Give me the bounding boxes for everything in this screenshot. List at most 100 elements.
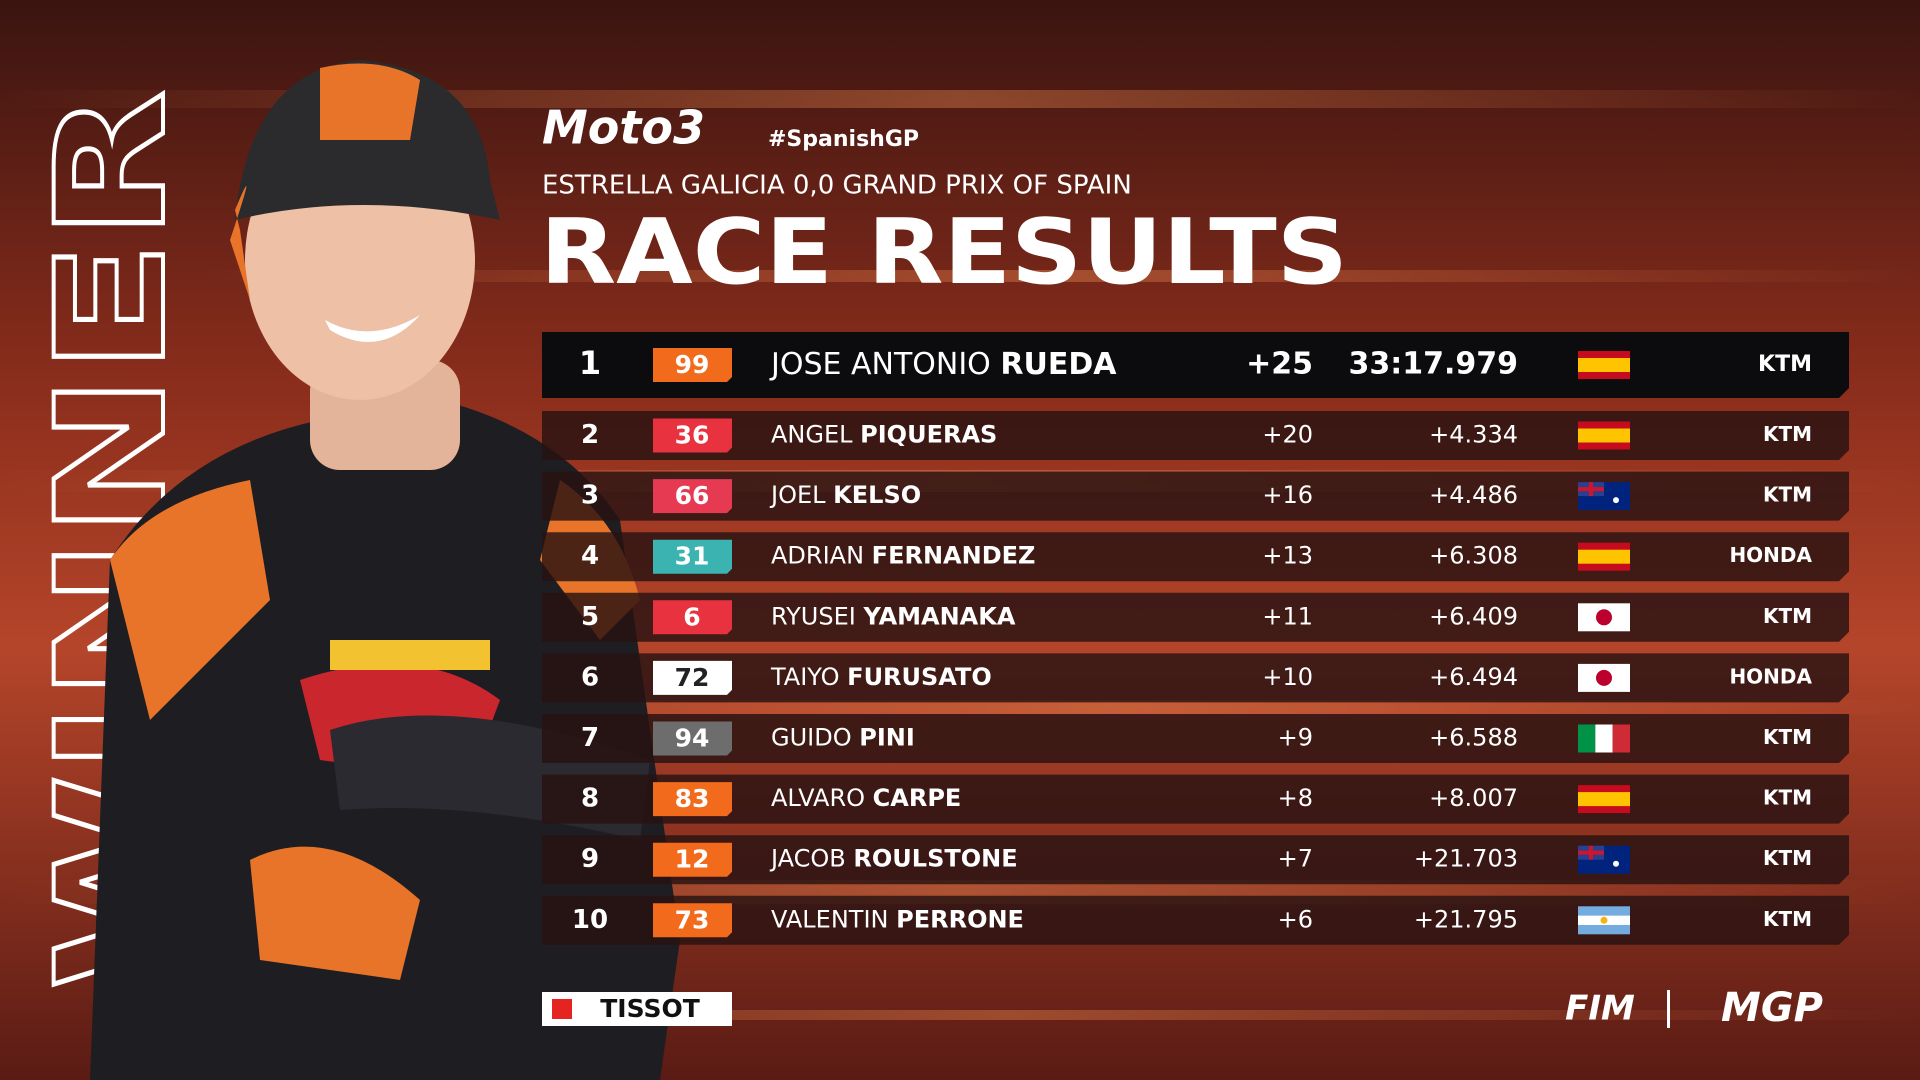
- result-row: 6 72 TAIYO FURUSATO +10 +6.494 HONDA: [542, 653, 1849, 703]
- row-background: [542, 835, 1849, 885]
- points: +11: [1262, 602, 1313, 630]
- race-time: +6.588: [1429, 724, 1518, 752]
- last-name: ROULSTONE: [853, 845, 1017, 873]
- first-name: TAIYO: [770, 663, 840, 691]
- country-flag: [1578, 845, 1630, 874]
- country-flag: [1578, 785, 1630, 814]
- event-name: ESTRELLA GALICIA 0,0 GRAND PRIX OF SPAIN: [542, 171, 1132, 201]
- country-flag: [1578, 663, 1630, 692]
- points: +9: [1278, 724, 1313, 752]
- rider-name: JACOB ROULSTONE: [769, 845, 1018, 873]
- last-name: YAMANAKA: [862, 602, 1015, 630]
- team: KTM: [1763, 422, 1812, 446]
- country-flag: [1578, 603, 1630, 632]
- rider-name: ANGEL PIQUERAS: [771, 421, 997, 449]
- series-logo: Moto3: [542, 101, 705, 155]
- rider-number: 66: [675, 481, 710, 510]
- country-flag: [1578, 906, 1630, 935]
- last-name: FURUSATO: [847, 663, 992, 691]
- number-badge: [653, 348, 732, 382]
- first-name: RYUSEI: [771, 602, 856, 630]
- position: 2: [581, 420, 599, 450]
- points: +6: [1278, 905, 1313, 933]
- race-time: +21.703: [1414, 845, 1518, 873]
- flag-part: [1578, 358, 1630, 372]
- result-row: 9 12 JACOB ROULSTONE +7 +21.703 KTM: [542, 835, 1849, 885]
- flag-part: [1578, 428, 1630, 443]
- first-name: ADRIAN: [771, 542, 864, 570]
- row-background: [542, 471, 1849, 521]
- race-time: 33:17.979: [1348, 347, 1518, 382]
- rider-name: GUIDO PINI: [771, 724, 915, 752]
- last-name: KELSO: [833, 481, 921, 509]
- race-time: +6.494: [1429, 663, 1518, 691]
- team: KTM: [1763, 907, 1812, 931]
- points: +25: [1246, 347, 1313, 382]
- team: KTM: [1763, 846, 1812, 870]
- points: +7: [1278, 845, 1313, 873]
- team: KTM: [1758, 352, 1812, 377]
- rider-number: 99: [675, 350, 710, 379]
- team: KTM: [1763, 725, 1812, 749]
- points: +16: [1262, 481, 1313, 509]
- country-flag: [1578, 351, 1630, 379]
- rider-name: TAIYO FURUSATO: [770, 663, 992, 691]
- last-name: CARPE: [873, 784, 962, 812]
- row-background: [542, 411, 1849, 460]
- race-time: +8.007: [1429, 784, 1518, 812]
- result-row: 3 66 JOEL KELSO +16 +4.486 KTM: [542, 471, 1849, 521]
- rider-number: 94: [675, 724, 710, 753]
- result-row: 5 6 RYUSEI YAMANAKA +11 +6.409 KTM: [542, 592, 1849, 642]
- result-row: 2 36 ANGEL PIQUERAS +20 +4.334 KTM: [542, 411, 1849, 460]
- result-row: 4 31 ADRIAN FERNANDEZ +13 +6.308 HONDA: [542, 532, 1849, 582]
- position: 7: [581, 723, 599, 753]
- rider-number: 83: [675, 784, 710, 813]
- rider-photo: [90, 60, 680, 1080]
- race-time: +21.795: [1414, 905, 1518, 933]
- last-name: RUEDA: [1000, 347, 1117, 382]
- country-flag: [1578, 482, 1630, 511]
- row-background: [542, 332, 1849, 398]
- result-row: 7 94 GUIDO PINI +9 +6.588 KTM: [542, 714, 1849, 763]
- flag-part: [1589, 482, 1593, 497]
- logo-divider: [1667, 990, 1670, 1028]
- last-name: PIQUERAS: [860, 421, 997, 449]
- flag-part: [1578, 724, 1596, 753]
- first-name: ALVARO: [771, 784, 865, 812]
- rider-number: 6: [683, 602, 700, 631]
- race-time: +6.409: [1429, 602, 1518, 630]
- rider-name: JOEL KELSO: [769, 481, 921, 509]
- position: 6: [581, 662, 599, 692]
- number-badge: [653, 903, 732, 938]
- flag-part: [1595, 724, 1613, 753]
- position: 5: [581, 602, 599, 632]
- points: +13: [1262, 542, 1313, 570]
- last-name: PERRONE: [896, 905, 1024, 933]
- number-badge: [653, 418, 732, 453]
- race-time: +4.486: [1429, 481, 1518, 509]
- points: +10: [1262, 663, 1313, 691]
- header: Moto3 #SpanishGP ESTRELLA GALICIA 0,0 GR…: [540, 101, 1348, 305]
- position: 4: [581, 541, 599, 571]
- timing-logo-box: [542, 992, 732, 1026]
- last-name: PINI: [859, 724, 915, 752]
- rider-number: 12: [675, 845, 710, 874]
- team: KTM: [1763, 786, 1812, 810]
- row-background: [542, 653, 1849, 703]
- federation-logo: FIM: [1565, 989, 1635, 1029]
- points: +8: [1278, 784, 1313, 812]
- footer: TISSOT FIM MGP: [542, 985, 1823, 1031]
- flag-part: [1613, 497, 1619, 504]
- position: 10: [572, 905, 608, 935]
- row-background: [542, 774, 1849, 824]
- flag-part: [1589, 845, 1593, 860]
- first-name: VALENTIN: [771, 905, 888, 933]
- rider-number: 73: [675, 905, 710, 934]
- row-background: [542, 592, 1849, 642]
- points: +20: [1262, 421, 1313, 449]
- row-background: [542, 532, 1849, 582]
- last-name: FERNANDEZ: [872, 542, 1036, 570]
- rider-name: VALENTIN PERRONE: [771, 905, 1024, 933]
